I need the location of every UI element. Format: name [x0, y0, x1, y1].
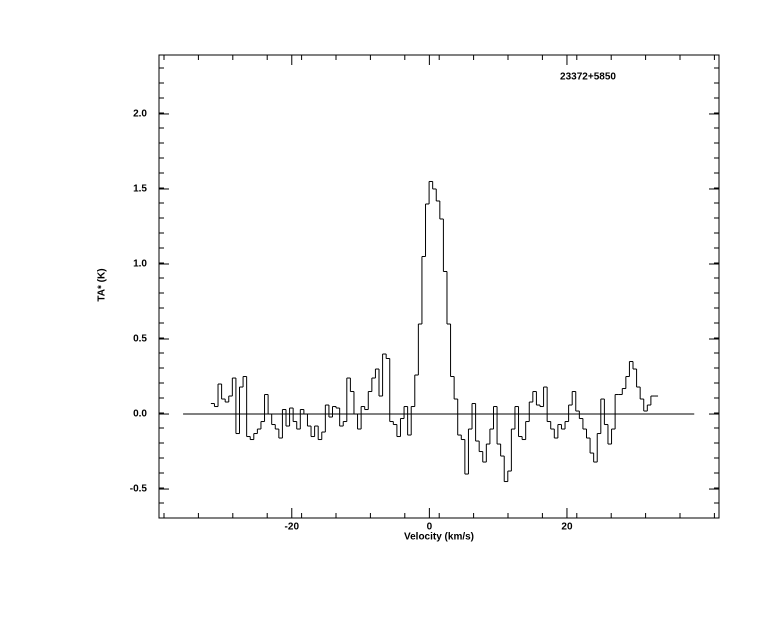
x-tick-label: -20: [285, 522, 300, 533]
y-tick-label: 0.5: [133, 334, 147, 345]
x-axis-label: Velocity (km/s): [404, 532, 474, 543]
chart-title: 23372+5850: [560, 72, 616, 83]
y-tick-label: 1.5: [133, 184, 147, 195]
plot-frame: [158, 54, 720, 519]
y-tick-label: 0.0: [133, 409, 147, 420]
x-tick-label: 20: [561, 522, 573, 533]
y-tick-label: 1.0: [133, 259, 147, 270]
y-tick-label: -0.5: [130, 484, 148, 495]
y-axis-label: TA* (K): [97, 268, 108, 301]
x-tick-label: 0: [427, 522, 433, 533]
y-tick-label: 2.0: [133, 109, 147, 120]
